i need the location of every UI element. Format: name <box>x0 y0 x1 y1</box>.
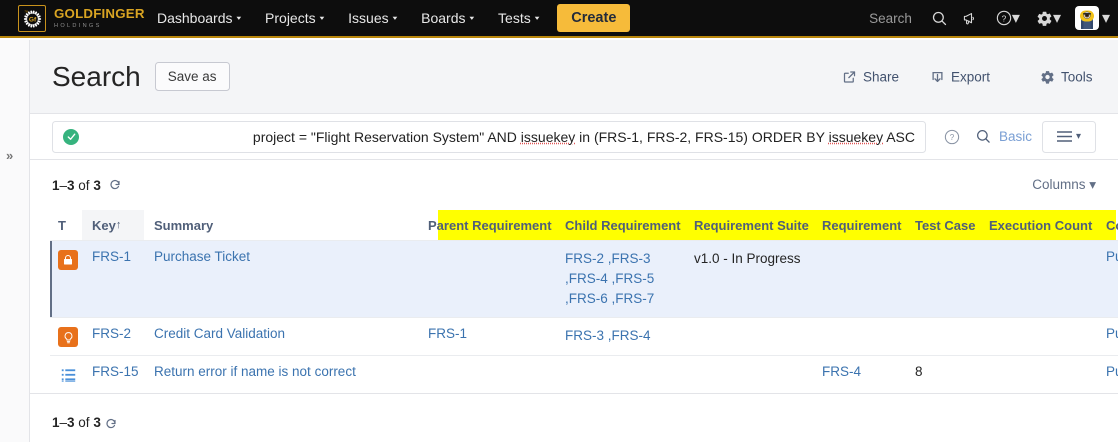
svg-text:?: ? <box>1002 13 1007 23</box>
svg-text:Gf: Gf <box>28 16 36 23</box>
svg-text:?: ? <box>950 133 955 142</box>
